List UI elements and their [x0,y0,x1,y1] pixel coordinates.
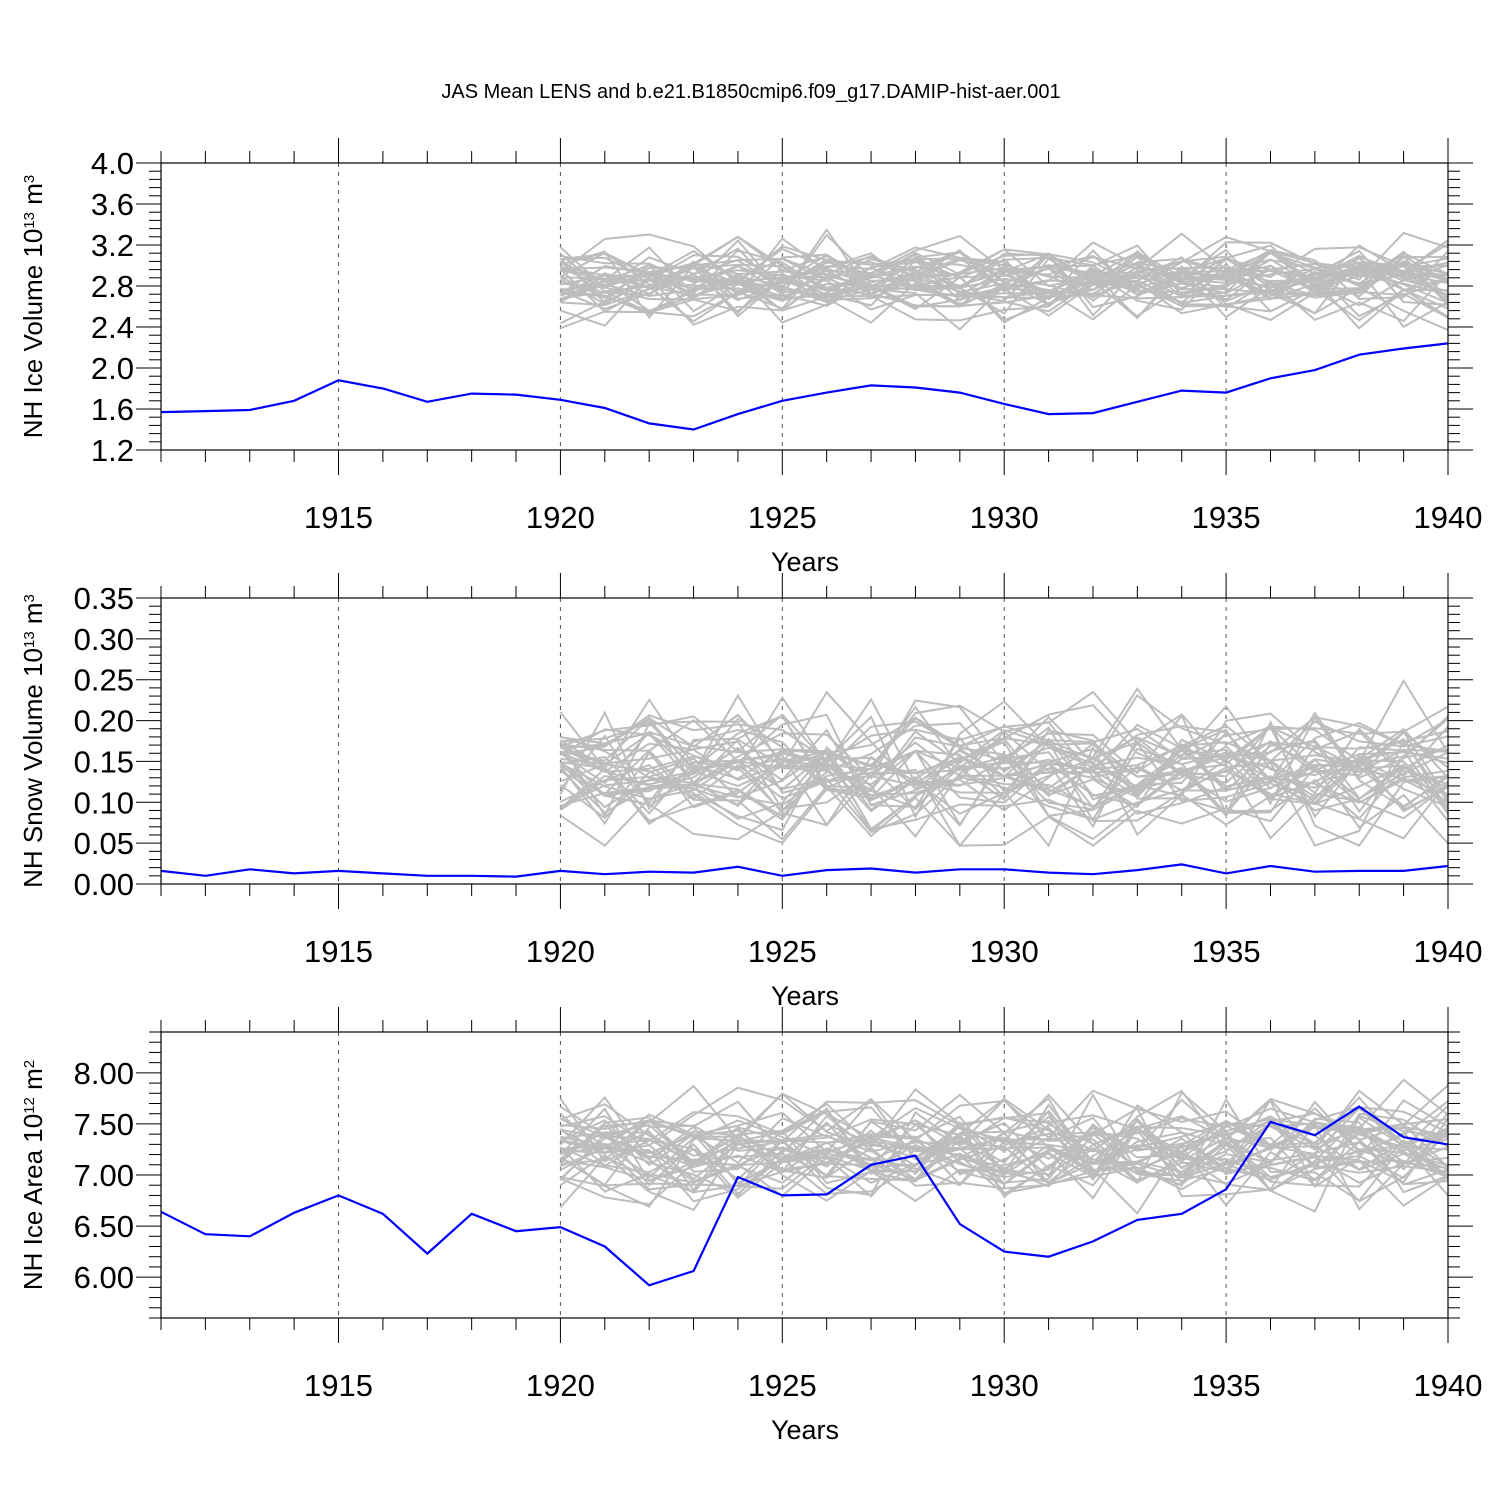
main-series-line [160,863,1449,878]
y-tick-label: 0.10 [74,785,134,820]
ensemble-member-line [560,741,1449,827]
ensemble-member-line [559,763,1449,847]
ensemble-member-line [560,249,1449,315]
ensemble-member-line [559,747,1449,831]
ensemble-member-line [560,1116,1449,1197]
y-tick-label: 6.00 [74,1260,134,1295]
ensemble-member-line [560,690,1449,766]
main-series-line [160,342,1449,431]
y-tick-label: 4.0 [91,146,134,181]
y-tick-label: 1.2 [91,433,134,468]
x-tick-label: 1925 [748,934,817,969]
x-tick-label: 1930 [970,934,1039,969]
main-series-line [160,1105,1449,1287]
ensemble-member-line [560,253,1449,330]
x-tick-label: 1915 [304,934,373,969]
y-tick-label: 0.05 [74,826,134,861]
x-tick-label: 1930 [970,500,1039,535]
x-tick-label: 1930 [970,1368,1039,1403]
y-tick-label: 2.0 [91,351,134,386]
x-tick-label: 1915 [304,500,373,535]
ensemble-member-line [559,705,1449,820]
ensemble-member-line [559,257,1449,304]
y-axis-label: NH Snow Volume 1013 m3 [18,594,48,888]
ensemble-member-line [559,256,1449,315]
ensemble-member-line [559,736,1449,848]
y-tick-label: 8.00 [74,1056,134,1091]
ensemble-member-line [560,235,1449,290]
x-tick-label: 1940 [1414,934,1483,969]
y-axis-label: NH Ice Area 1012 m2 [18,1060,48,1290]
y-tick-label: 0.20 [74,704,134,739]
x-tick-label: 1920 [526,500,595,535]
ensemble-member-line [559,710,1449,811]
panel-2: 1915 1920 1925 1930 1935 1940 0.00 0.05 0.10 0.15… [18,573,1482,1011]
y-tick-label: 2.4 [91,310,134,345]
ensemble-member-line [559,1114,1449,1213]
ensemble-member-line [559,1114,1449,1207]
y-tick-label: 2.8 [91,269,134,304]
x-tick-label: 1935 [1192,934,1261,969]
y-axis-label: NH Ice Volume 1013 m3 [18,175,48,438]
ensemble-member-line [559,1093,1449,1180]
panel-3: 1915 1920 1925 1930 1935 1940 6.00 6.50 7.00 7.50… [18,1007,1482,1445]
ensemble-member-line [559,249,1449,300]
y-tick-label: 0.00 [74,867,134,902]
ensemble-member-line [559,728,1449,810]
ensemble-member-line [559,736,1449,841]
x-tick-label: 1925 [748,1368,817,1403]
chart-title: JAS Mean LENS and b.e21.B1850cmip6.f09_g… [441,81,1060,103]
ensemble-member-line [560,728,1449,812]
ensemble-member-line [560,713,1449,816]
y-tick-label: 0.15 [74,744,134,779]
ensemble-member-line [560,1122,1449,1187]
ensemble-member-line [560,1099,1449,1169]
y-tick-label: 7.00 [74,1158,134,1193]
y-tick-label: 6.50 [74,1209,134,1244]
ensemble-member-line [560,1098,1449,1175]
y-tick-label: 3.2 [91,228,134,263]
y-tick-label: 1.6 [91,392,134,427]
ensemble-member-line [559,1129,1449,1190]
ensemble-member-line [559,712,1449,809]
x-axis-label: Years [771,1415,839,1445]
x-tick-label: 1935 [1192,500,1261,535]
ensemble-member-line [560,1098,1449,1166]
plot-frame [160,162,1449,451]
x-tick-label: 1920 [526,1368,595,1403]
ensemble-member-line [560,1078,1449,1154]
y-tick-label: 3.6 [91,187,134,222]
panel-1: 1915 1920 1925 1930 1935 1940 1.2 1.6 2.0 2.4 2.8 3… [18,138,1482,577]
x-axis-label: Years [771,547,839,577]
x-tick-label: 1915 [304,1368,373,1403]
ensemble-member-line [560,249,1449,301]
x-tick-label: 1940 [1414,500,1483,535]
x-tick-label: 1920 [526,934,595,969]
x-tick-label: 1925 [748,500,817,535]
ensemble-member-line [559,731,1449,818]
plot-frame [160,597,1449,885]
ensemble-member-line [560,253,1449,324]
x-axis-label: Years [771,981,839,1011]
x-tick-label: 1935 [1192,1368,1261,1403]
ensemble-member-line [559,717,1449,820]
ensemble-member-line [560,262,1449,314]
y-tick-label: 0.35 [74,581,134,616]
chart-panels: 1915 1920 1925 1930 1935 1940 1.2 1.6 2.0 2.4 2.8 3… [18,138,1482,1445]
y-tick-label: 0.30 [74,622,134,657]
ensemble-member-line [560,1089,1449,1176]
y-tick-label: 7.50 [74,1107,134,1142]
x-tick-label: 1940 [1414,1368,1483,1403]
ensemble-member-line [559,241,1449,301]
y-tick-label: 0.25 [74,663,134,698]
